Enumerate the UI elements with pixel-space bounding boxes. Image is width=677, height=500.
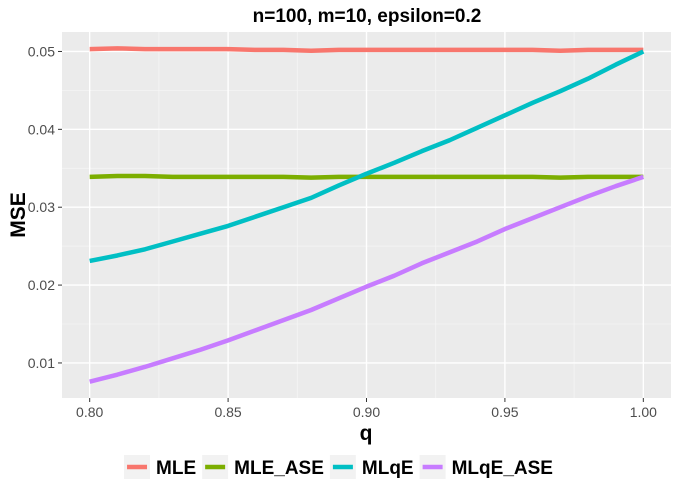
y-axis: 0.01 0.02 0.03 0.04 0.05 bbox=[28, 43, 62, 371]
x-axis-title: q bbox=[360, 422, 373, 445]
x-tick-label: 1.00 bbox=[630, 404, 657, 420]
series-line-mlqe bbox=[89, 49, 645, 264]
chart-title: n=100, m=10, epsilon=0.2 bbox=[253, 6, 482, 27]
x-tick-label: 0.95 bbox=[491, 404, 518, 420]
legend-label: MLqE_ASE bbox=[452, 458, 553, 479]
legend-label: MLE bbox=[156, 458, 196, 479]
legend-item-mlqe: MLqE bbox=[329, 455, 414, 479]
y-axis-title: MSE bbox=[7, 192, 30, 238]
y-tick-label: 0.01 bbox=[28, 355, 55, 371]
y-tick-label: 0.02 bbox=[28, 277, 55, 293]
x-axis: 0.80 0.85 0.90 0.95 1.00 bbox=[76, 398, 657, 420]
y-tick-label: 0.03 bbox=[28, 199, 55, 215]
legend-label: MLqE bbox=[362, 458, 414, 479]
x-tick-label: 0.90 bbox=[353, 404, 380, 420]
x-tick-label: 0.85 bbox=[214, 404, 241, 420]
legend: MLE MLE_ASE MLqE MLqE_ASE bbox=[124, 455, 553, 479]
y-tick-label: 0.05 bbox=[28, 43, 55, 59]
legend-label: MLE_ASE bbox=[234, 458, 324, 479]
x-tick-label: 0.80 bbox=[76, 404, 103, 420]
y-tick-label: 0.04 bbox=[28, 121, 55, 137]
legend-item-mle: MLE bbox=[124, 455, 196, 479]
series-lines bbox=[89, 46, 645, 384]
series-line-mle-ase bbox=[89, 173, 644, 180]
legend-item-mle-ase: MLE_ASE bbox=[202, 455, 324, 479]
series-line-mlqe-ase bbox=[89, 174, 645, 384]
series-line-mle bbox=[89, 46, 644, 53]
legend-item-mlqe-ase: MLqE_ASE bbox=[419, 455, 553, 479]
